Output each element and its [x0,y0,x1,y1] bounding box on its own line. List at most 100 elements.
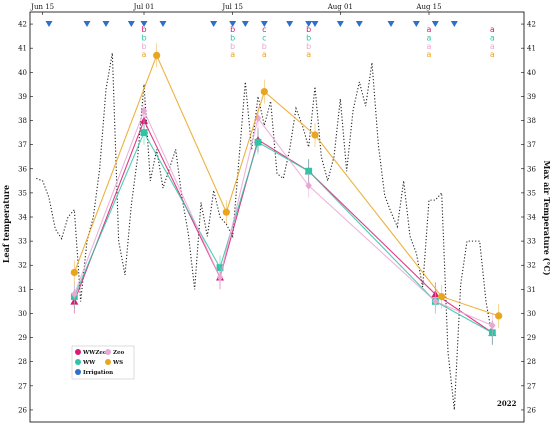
x-tick-label: Jul 15 [221,3,243,11]
significance-letter: c [262,25,266,34]
y-tick-label-left: 32 [18,262,27,270]
significance-letter: a [427,50,432,59]
irrigation-marker [450,21,458,28]
y-tick-label-left: 38 [18,117,27,125]
y-tick-label-right: 33 [527,238,536,246]
legend-swatch [75,369,81,375]
irrigation-marker [412,21,420,28]
significance-letter: b [306,42,311,51]
y-tick-label-left: 30 [18,310,27,318]
legend-swatch [105,359,111,365]
y-tick-label-right: 37 [527,141,536,149]
legend-swatch [105,349,111,355]
legend-label: WW [82,360,96,366]
significance-letter: b [306,25,311,34]
irrigation-marker [127,21,135,28]
y-tick-label-right: 26 [527,406,536,414]
data-point-zeo [140,106,148,115]
legend-label: WS [112,360,123,366]
axes: 26 26 27 27 28 28 29 29 30 30 31 31 32 32 33 33 34 34 35 35… [18,3,536,414]
significance-letter: b [141,25,146,34]
y-tick-label-right: 40 [527,69,536,77]
data-point-ws [70,268,78,277]
data-point-ws [438,292,446,301]
y-tick-label-left: 37 [18,141,27,149]
irrigation-marker [102,21,110,28]
data-point-ws [222,208,230,216]
y-tick-label-right: 29 [527,334,536,342]
y-tick-label-right: 35 [527,189,536,197]
x-tick-label: Aug 01 [327,3,353,11]
significance-letter: a [230,50,235,59]
y-tick-label-right: 38 [527,117,536,125]
significance-letter: b [306,33,311,42]
data-point-zeo [71,290,78,299]
legend: WWZeo Zeo WW WS Irrigation [71,345,135,380]
significance-letter: a [427,25,432,34]
y-axis-title-right: Max air Temperature (°C) [542,160,550,275]
data-point-ww [305,167,313,175]
y-tick-label-right: 30 [527,310,536,318]
significance-letter: b [141,42,146,51]
data-point-ww [140,129,148,136]
irrigation-marker [83,21,91,28]
legend-label: WWZeo [82,350,107,356]
data-point-ws [260,87,268,96]
y-tick-label-right: 42 [527,21,536,29]
y-tick-label-left: 33 [18,238,27,246]
y-tick-label-left: 34 [18,214,27,222]
data-point-zeo [432,297,439,306]
irrigation-marker [311,21,319,28]
significance-letter: b [262,42,267,51]
significance-letter: a [490,25,495,34]
data-point-zeo [216,273,224,282]
data-point-zeo [254,114,262,123]
significance-letter: a [490,33,495,42]
irrigation-marker [241,21,249,28]
irrigation-marker [229,21,237,28]
data-point-zeo [305,181,312,190]
significance-letter: a [142,50,147,59]
x-tick-label: Aug 15 [415,3,441,11]
legend-label: Irrigation [83,370,113,376]
y-tick-label-left: 28 [18,358,27,366]
significance-letter: a [262,50,267,59]
irrigation-marker [336,21,344,28]
y-tick-label-left: 29 [18,334,27,342]
y-tick-label-left: 42 [18,21,27,29]
significance-letter: a [306,50,311,59]
y-tick-label-right: 28 [527,358,536,366]
significance-letter: a [427,42,432,51]
y-tick-label-right: 27 [527,382,536,390]
irrigation-marker [159,21,167,28]
significance-letter: b [141,33,146,42]
y-axis-title-left: Leaf temperature [1,185,11,263]
significance-letter: a [490,42,495,51]
irrigation-marker [45,21,53,28]
data-point-ww [254,138,262,146]
irrigation-marker [305,21,313,28]
data-point-ws [311,131,319,139]
x-tick-label: Jun 15 [30,3,54,11]
year-label: 2022 [497,399,517,408]
y-tick-label-right: 36 [527,165,536,173]
irrigation-marker [210,21,218,28]
significance-letter: b [230,42,235,51]
y-tick-label-left: 31 [18,286,27,294]
legend-box [71,345,135,380]
legend-swatch [75,359,81,365]
y-tick-label-right: 32 [527,262,536,270]
y-tick-label-left: 39 [18,93,27,101]
y-tick-label-right: 31 [527,286,536,294]
irrigation-marker [286,21,294,28]
data-point-ws [153,51,161,60]
legend-label: Zeo [113,350,125,356]
legend-swatch [75,349,81,355]
significance-letter: c [262,33,266,42]
y-tick-label-left: 35 [18,189,27,197]
y-tick-label-left: 36 [18,165,27,173]
y-tick-label-right: 41 [527,45,536,53]
significance-letter: a [490,50,495,59]
x-tick-label: Jul 01 [133,3,155,11]
